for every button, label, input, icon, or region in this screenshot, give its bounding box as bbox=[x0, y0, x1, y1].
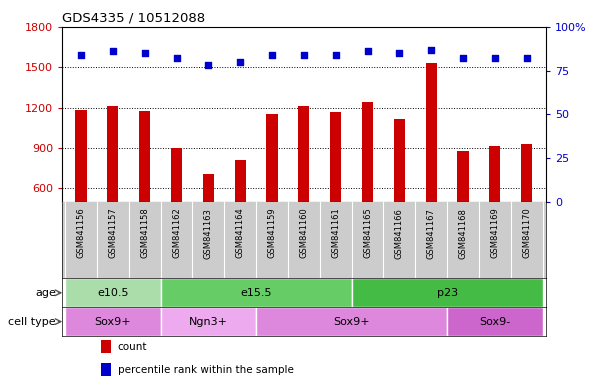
Bar bbox=[160, 278, 352, 307]
Bar bbox=[352, 278, 543, 307]
Bar bbox=[330, 112, 341, 269]
Point bbox=[204, 62, 213, 68]
Point bbox=[458, 55, 468, 61]
Text: count: count bbox=[117, 342, 147, 352]
Point bbox=[363, 48, 372, 55]
Text: GSM841164: GSM841164 bbox=[235, 208, 245, 258]
Bar bbox=[299, 106, 309, 269]
Point bbox=[299, 52, 309, 58]
Bar bbox=[65, 278, 160, 307]
Point bbox=[235, 59, 245, 65]
Text: Sox9+: Sox9+ bbox=[333, 316, 370, 327]
Text: GSM841160: GSM841160 bbox=[299, 208, 309, 258]
Text: GSM841165: GSM841165 bbox=[363, 208, 372, 258]
Bar bbox=[171, 148, 182, 269]
Bar bbox=[76, 109, 87, 269]
Text: GSM841156: GSM841156 bbox=[77, 208, 86, 258]
Text: GSM841161: GSM841161 bbox=[331, 208, 340, 258]
Point bbox=[522, 55, 532, 61]
Bar bbox=[65, 307, 160, 336]
Bar bbox=[457, 151, 468, 269]
Text: cell type: cell type bbox=[8, 316, 56, 327]
Text: Ngn3+: Ngn3+ bbox=[189, 316, 228, 327]
Bar bbox=[489, 146, 500, 269]
Text: GSM841166: GSM841166 bbox=[395, 208, 404, 258]
Bar bbox=[425, 63, 437, 269]
Bar bbox=[107, 106, 119, 269]
Point bbox=[395, 50, 404, 56]
Point bbox=[76, 52, 86, 58]
Point bbox=[108, 48, 117, 55]
Text: GSM841168: GSM841168 bbox=[458, 208, 467, 258]
Text: age: age bbox=[35, 288, 56, 298]
Bar bbox=[394, 119, 405, 269]
Text: GSM841170: GSM841170 bbox=[522, 208, 531, 258]
Bar bbox=[101, 341, 112, 353]
Bar bbox=[203, 174, 214, 269]
Point bbox=[267, 52, 277, 58]
Text: percentile rank within the sample: percentile rank within the sample bbox=[117, 364, 293, 374]
Text: GSM841169: GSM841169 bbox=[490, 208, 499, 258]
Text: GSM841167: GSM841167 bbox=[427, 208, 435, 258]
Text: e10.5: e10.5 bbox=[97, 288, 129, 298]
Bar bbox=[256, 307, 447, 336]
Bar bbox=[267, 114, 277, 269]
Bar bbox=[160, 307, 256, 336]
Text: GSM841159: GSM841159 bbox=[267, 208, 277, 258]
Point bbox=[490, 55, 500, 61]
Bar bbox=[362, 102, 373, 269]
Text: Sox9-: Sox9- bbox=[479, 316, 510, 327]
Point bbox=[172, 55, 181, 61]
Bar bbox=[447, 307, 543, 336]
Point bbox=[427, 46, 436, 53]
Text: GSM841158: GSM841158 bbox=[140, 208, 149, 258]
Text: GSM841157: GSM841157 bbox=[109, 208, 117, 258]
Text: GSM841162: GSM841162 bbox=[172, 208, 181, 258]
Text: GSM841163: GSM841163 bbox=[204, 208, 213, 258]
Text: Sox9+: Sox9+ bbox=[94, 316, 131, 327]
Bar bbox=[235, 160, 246, 269]
Point bbox=[331, 52, 340, 58]
Text: p23: p23 bbox=[437, 288, 458, 298]
Bar bbox=[139, 111, 150, 269]
Bar bbox=[101, 363, 112, 376]
Bar bbox=[521, 144, 532, 269]
Point bbox=[140, 50, 149, 56]
Text: GDS4335 / 10512088: GDS4335 / 10512088 bbox=[62, 11, 205, 24]
Text: e15.5: e15.5 bbox=[240, 288, 272, 298]
